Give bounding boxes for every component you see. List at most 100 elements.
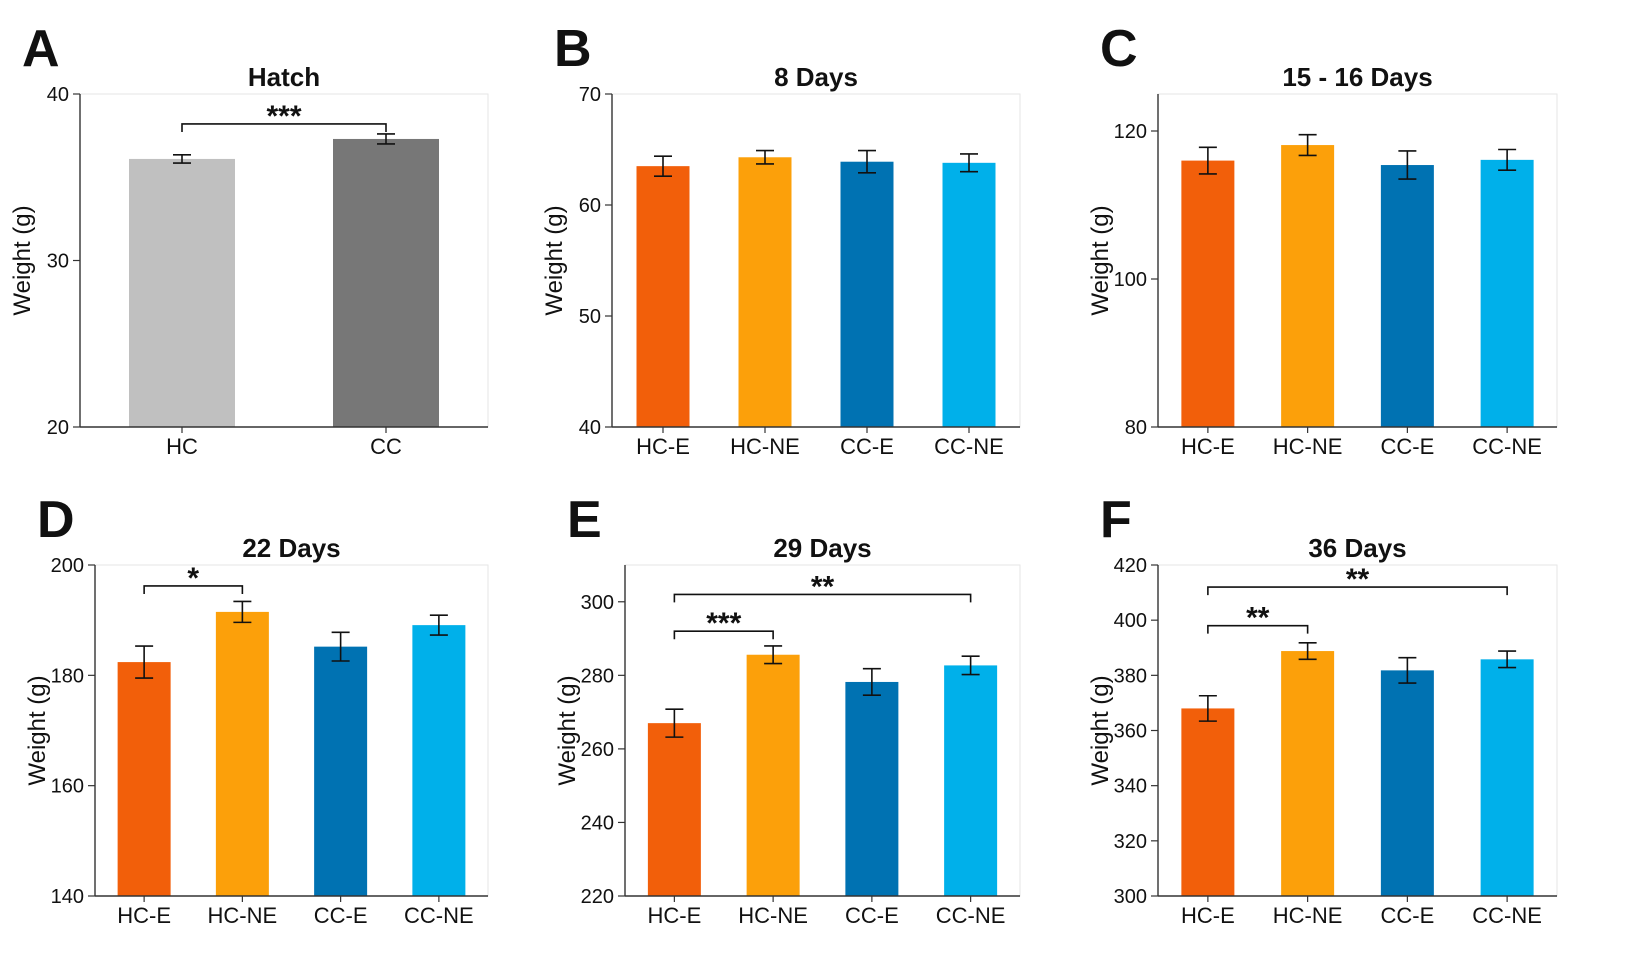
bar-hc-ne [215,611,269,896]
y-tick-label: 80 [1125,417,1147,439]
bar-cc-e [1380,165,1434,428]
x-tick-label: CC-E [1380,903,1434,928]
y-axis-title: Weight (g) [9,205,36,315]
y-tick-label: 180 [51,665,84,687]
y-tick-label: 400 [1114,610,1147,632]
panel-letter: A [22,20,60,78]
y-tick-label: 160 [51,776,84,798]
y-tick-label: 140 [51,886,84,908]
bar-hc-ne [1281,145,1335,427]
chart-title: 36 Days [1308,533,1406,563]
y-axis-title: Weight (g) [554,675,581,785]
panel-e: E 29 Days Weight (g) 220 240 260 280 300 HC-E HC-… [554,491,1021,928]
bar-cc-e [840,161,894,427]
y-tick-label: 200 [51,555,84,577]
y-tick-label: 20 [47,417,69,439]
y-axis-title: Weight (g) [1087,675,1114,785]
bar-cc-e [845,681,899,896]
x-tick-label: CC-E [845,903,899,928]
y-tick-label: 30 [47,251,69,273]
bar-hc-e [636,166,690,427]
x-tick-label: HC-NE [738,903,808,928]
panel-b: B 8 Days Weight (g) 40 50 60 70 HC-E HC-NE CC-E CC… [541,20,1021,459]
bar-cc-ne [1480,659,1534,896]
y-tick-label: 220 [581,886,614,908]
y-tick-label: 380 [1114,665,1147,687]
x-tick-label: HC-NE [208,903,278,928]
y-tick-label: 300 [1114,886,1147,908]
x-tick-label: HC-E [1181,903,1235,928]
y-tick-label: 40 [47,84,69,106]
bar-cc-ne [944,665,998,896]
panel-f: F 36 Days Weight (g) 300 320 340 360 380 400 420 H… [1087,491,1558,928]
significance-label: * [187,562,199,595]
significance-bracket [673,593,972,603]
significance-label: *** [266,100,301,133]
significance-bracket [1207,586,1508,596]
bar-hc-ne [738,157,792,427]
y-axis-title: Weight (g) [1087,205,1114,315]
y-tick-label: 120 [1114,121,1147,143]
panel-d: D 22 Days Weight (g) 140 160 180 200 HC-E HC-NE C… [24,491,489,928]
significance-bracket [143,585,244,594]
x-tick-label: HC-E [1181,434,1235,459]
x-tick-label: CC-NE [934,434,1004,459]
bar-cc-e [1380,670,1434,896]
bar-cc [333,138,439,427]
bar-cc-ne [412,625,466,896]
significance-bracket [181,123,387,132]
y-tick-label: 100 [1114,269,1147,291]
significance-label: ** [1346,563,1370,596]
x-tick-label: HC-E [636,434,690,459]
y-axis-title: Weight (g) [541,205,568,315]
y-tick-label: 60 [579,195,601,217]
y-tick-label: 280 [581,665,614,687]
chart-title: Hatch [248,62,320,92]
x-tick-label: HC-NE [1273,434,1343,459]
panel-letter: E [567,491,602,549]
bar-hc-e [117,662,171,896]
x-tick-label: HC-NE [730,434,800,459]
y-tick-label: 300 [581,592,614,614]
bar-hc-ne [746,654,800,896]
bar-cc-e [314,646,368,896]
panel-letter: D [37,491,75,549]
y-tick-label: 420 [1114,555,1147,577]
chart-title: 15 - 16 Days [1282,62,1432,92]
y-tick-label: 320 [1114,831,1147,853]
x-tick-label: CC-NE [1472,434,1542,459]
x-tick-label: HC-E [647,903,701,928]
y-tick-label: 40 [579,417,601,439]
y-tick-label: 70 [579,84,601,106]
y-tick-label: 360 [1114,721,1147,743]
chart-title: 22 Days [242,533,340,563]
y-tick-label: 50 [579,306,601,328]
y-tick-label: 260 [581,739,614,761]
x-tick-label: CC-E [1380,434,1434,459]
significance-label: ** [811,570,835,603]
chart-title: 29 Days [773,533,871,563]
x-tick-label: HC-E [117,903,171,928]
significance-bracket [1207,624,1309,634]
y-tick-label: 340 [1114,776,1147,798]
bar-hc-e [647,723,701,896]
bar-cc-ne [942,162,996,427]
significance-label: ** [1246,602,1270,635]
bar-hc-e [1181,708,1235,896]
panel-letter: F [1100,491,1132,549]
x-tick-label: HC-NE [1273,903,1343,928]
panel-letter: B [554,20,592,78]
bar-cc-ne [1480,159,1534,428]
panel-a: A Hatch Weight (g) 20 30 40 HC CC *** [9,20,489,459]
chart-title: 8 Days [774,62,858,92]
bar-hc-e [1181,160,1235,427]
significance-label: *** [706,607,741,640]
x-tick-label: CC-E [840,434,894,459]
panel-c: C 15 - 16 Days Weight (g) 80 100 120 HC-E HC-NE… [1087,20,1558,459]
bar-hc [129,158,235,427]
x-tick-label: CC-NE [404,903,474,928]
x-tick-label: CC-NE [936,903,1006,928]
bar-hc-ne [1281,651,1335,896]
y-tick-label: 240 [581,812,614,834]
